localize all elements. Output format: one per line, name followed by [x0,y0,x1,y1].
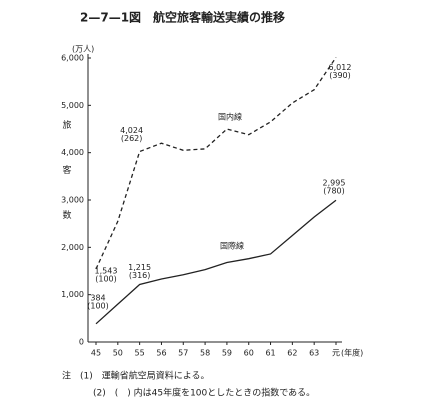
data-label: 2,995 [323,179,346,188]
series-line [95,57,337,270]
series-line [95,199,337,325]
index-label: (100) [95,274,117,283]
y-tick-label: 5,000 [61,101,84,110]
y-tick-label: 1,000 [61,290,84,299]
x-tick-label: 59 [222,349,232,358]
y-label: 旅客数 [61,119,72,255]
series-name: 国内線 [218,112,242,122]
x-unit: (年度) [341,348,363,358]
x-tick-label: 60 [244,349,254,358]
note: (2) ( ) 内は45年度を100としたときの指数である。 [93,387,315,399]
y-unit: (万人) [72,45,94,54]
y-tick-label: 2,000 [61,243,84,252]
x-tick-label: 56 [156,349,166,358]
data-label: 4,024 [120,126,143,135]
data-label: 1,215 [128,263,151,272]
index-label: (100) [87,301,109,310]
x-tick-label: 63 [309,349,319,358]
index-label: (780) [323,187,345,196]
data-label: 384 [90,293,105,302]
index-label: (262) [121,134,143,143]
y-tick-label: 3,000 [61,196,84,205]
chart-title: 2—7—1図 航空旅客輸送実績の推移 [80,10,285,25]
index-label: (316) [129,271,151,280]
series-name: 国際線 [220,241,244,251]
x-tick-label: 57 [178,349,188,358]
note: 注 (1) 運輸省航空局資料による。 [62,370,209,382]
data-label: 1,543 [95,266,118,275]
index-label: (390) [329,71,351,80]
y-tick-label: 0 [79,338,84,347]
y-tick-label: 6,000 [61,54,84,63]
x-tick-label: 元 [332,349,340,358]
x-tick-label: 50 [113,349,123,358]
x-tick-label: 55 [135,349,145,358]
data-label: 6,012 [329,63,352,72]
x-tick-label: 45 [91,349,101,358]
x-tick-label: 58 [200,349,210,358]
y-tick-label: 4,000 [61,148,84,157]
x-tick-label: 62 [287,349,297,358]
x-tick-label: 61 [265,349,275,358]
